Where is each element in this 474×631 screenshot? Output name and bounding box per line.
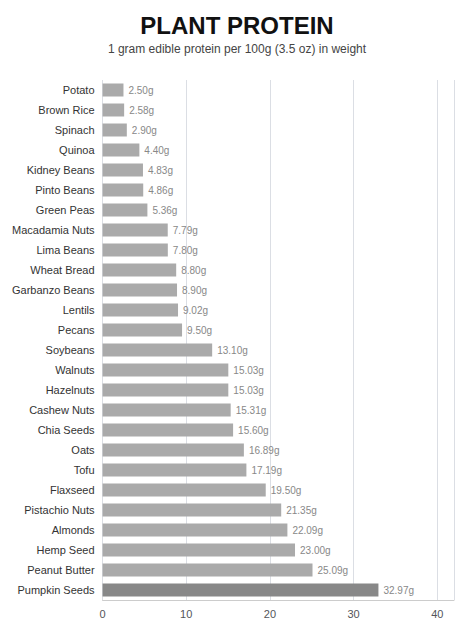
svg-text:5.36g: 5.36g	[152, 205, 177, 216]
svg-text:Quinoa: Quinoa	[59, 144, 95, 156]
svg-text:7.79g: 7.79g	[173, 225, 198, 236]
svg-text:PLANT PROTEIN: PLANT PROTEIN	[140, 12, 333, 39]
svg-text:Kidney Beans: Kidney Beans	[27, 164, 95, 176]
svg-text:22.09g: 22.09g	[292, 525, 323, 536]
svg-text:Macadamia Nuts: Macadamia Nuts	[12, 224, 95, 236]
svg-text:15.31g: 15.31g	[236, 405, 267, 416]
svg-text:25.09g: 25.09g	[318, 565, 349, 576]
svg-text:9.02g: 9.02g	[183, 305, 208, 316]
svg-text:40: 40	[431, 608, 443, 620]
svg-text:Green Peas: Green Peas	[36, 204, 95, 216]
svg-text:4.83g: 4.83g	[148, 165, 173, 176]
svg-text:Walnuts: Walnuts	[55, 364, 95, 376]
svg-text:8.90g: 8.90g	[182, 285, 207, 296]
svg-text:15.60g: 15.60g	[238, 425, 269, 436]
svg-text:0: 0	[99, 608, 105, 620]
svg-text:19.50g: 19.50g	[271, 485, 302, 496]
svg-text:2.58g: 2.58g	[129, 105, 154, 116]
svg-text:Chia Seeds: Chia Seeds	[38, 424, 95, 436]
svg-text:Pecans: Pecans	[58, 324, 95, 336]
svg-text:30: 30	[347, 608, 359, 620]
svg-text:Garbanzo Beans: Garbanzo Beans	[12, 284, 95, 296]
svg-text:Pinto Beans: Pinto Beans	[35, 184, 95, 196]
svg-text:15.03g: 15.03g	[233, 365, 264, 376]
svg-text:Cashew Nuts: Cashew Nuts	[29, 404, 95, 416]
svg-text:7.80g: 7.80g	[173, 245, 198, 256]
svg-text:Spinach: Spinach	[55, 124, 95, 136]
svg-text:Lentils: Lentils	[63, 304, 95, 316]
svg-text:23.00g: 23.00g	[300, 545, 331, 556]
svg-text:15.03g: 15.03g	[233, 385, 264, 396]
svg-text:13.10g: 13.10g	[217, 345, 248, 356]
svg-text:Potato: Potato	[63, 84, 95, 96]
svg-text:Pistachio Nuts: Pistachio Nuts	[24, 504, 95, 516]
svg-text:16.89g: 16.89g	[249, 445, 280, 456]
svg-text:Flaxseed: Flaxseed	[50, 484, 95, 496]
svg-text:17.19g: 17.19g	[251, 465, 282, 476]
svg-text:8.80g: 8.80g	[181, 265, 206, 276]
svg-text:10: 10	[180, 608, 192, 620]
svg-text:2.50g: 2.50g	[128, 85, 153, 96]
svg-text:Oats: Oats	[71, 444, 95, 456]
svg-text:2.90g: 2.90g	[132, 125, 157, 136]
svg-text:Lima Beans: Lima Beans	[36, 244, 95, 256]
svg-text:Tofu: Tofu	[74, 464, 95, 476]
svg-text:Pumpkin Seeds: Pumpkin Seeds	[18, 584, 96, 596]
svg-text:1 gram edible protein per 100g: 1 gram edible protein per 100g (3.5 oz) …	[108, 42, 367, 56]
svg-text:Wheat Bread: Wheat Bread	[30, 264, 94, 276]
svg-text:Hazelnuts: Hazelnuts	[46, 384, 95, 396]
svg-text:Hemp Seed: Hemp Seed	[36, 544, 94, 556]
svg-text:Brown Rice: Brown Rice	[38, 104, 94, 116]
svg-text:Almonds: Almonds	[52, 524, 95, 536]
svg-text:4.86g: 4.86g	[148, 185, 173, 196]
svg-text:4.40g: 4.40g	[144, 145, 169, 156]
svg-text:Soybeans: Soybeans	[46, 344, 95, 356]
svg-text:9.50g: 9.50g	[187, 325, 212, 336]
svg-text:20: 20	[264, 608, 276, 620]
svg-text:32.97g: 32.97g	[383, 585, 414, 596]
svg-text:21.35g: 21.35g	[286, 505, 317, 516]
svg-text:Peanut Butter: Peanut Butter	[27, 564, 95, 576]
